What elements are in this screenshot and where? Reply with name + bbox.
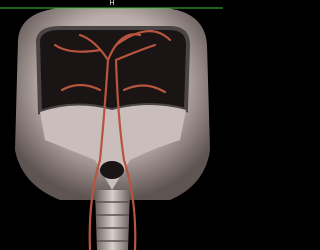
cranial-cavity xyxy=(35,26,191,115)
foramen-magnum xyxy=(100,161,124,179)
skull-base xyxy=(40,105,186,190)
vertebrae xyxy=(95,201,130,242)
orientation-marker: H xyxy=(109,0,114,7)
arteries xyxy=(53,30,172,250)
ct-render: H xyxy=(0,0,223,250)
spine xyxy=(95,190,130,250)
